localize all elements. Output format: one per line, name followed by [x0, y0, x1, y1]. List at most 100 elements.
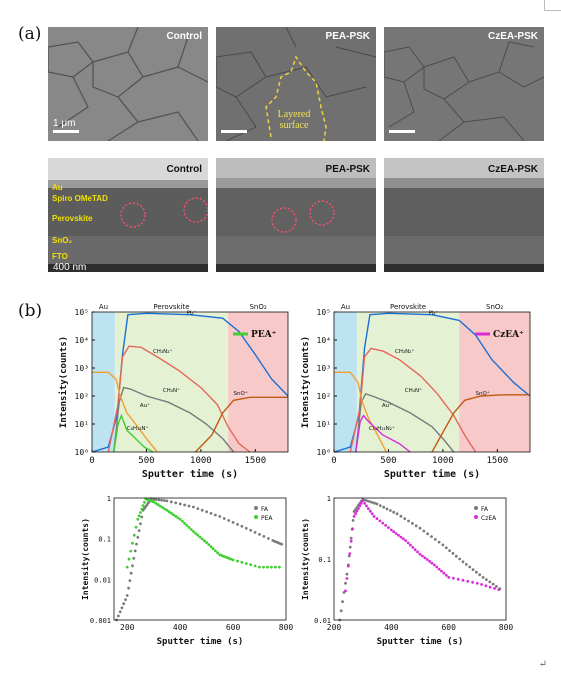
x-axis-label: Sputter time (s)	[384, 468, 480, 480]
tof-sims-depth-profile-pea: Au Perovskite SnO₂ 10⁰ 10¹ 10² 10³ 10⁴ 10⁵ 0 500 10…	[58, 303, 289, 480]
y-tick-label: 10¹	[75, 420, 89, 429]
data-point-PEA	[211, 547, 215, 551]
data-point-PEA	[227, 556, 231, 560]
sem-image-czea-top: CzEA-PSK	[384, 27, 544, 141]
sem-image-pea-top: PEA-PSK Layered surface	[216, 27, 376, 141]
data-point-PEA	[262, 565, 265, 569]
data-point-PEA	[244, 562, 248, 565]
y-tick-label: 0.001	[90, 617, 111, 625]
data-point-PEA	[189, 528, 193, 531]
data-point-PEA	[172, 513, 175, 517]
data-point-FA	[382, 505, 386, 509]
data-point-PEA	[152, 500, 156, 504]
data-point-FA	[375, 502, 379, 506]
scale-bar	[53, 130, 79, 133]
grain-texture	[216, 27, 376, 141]
data-point-CzEA	[416, 550, 419, 554]
data-point-PEA	[229, 557, 233, 561]
data-point-FA	[132, 556, 136, 560]
x-tick-label: 800	[279, 623, 294, 632]
scale-bar	[389, 130, 415, 133]
data-point-PEA	[139, 511, 142, 514]
data-point-FA	[140, 515, 144, 519]
region-label: Au	[99, 303, 108, 311]
data-point-FA	[488, 580, 492, 584]
x-tick-label: 1000	[432, 456, 454, 466]
x-axis-label: Sputter time (s)	[142, 468, 238, 480]
data-point-CzEA	[363, 502, 366, 505]
sample-label: Control	[166, 164, 202, 175]
data-point-FA	[187, 504, 191, 508]
data-point-PEA	[178, 517, 182, 521]
data-point-FA	[118, 610, 122, 614]
data-point-PEA	[129, 549, 133, 553]
y-tick-label: 10³	[317, 364, 331, 373]
y-tick-label: 10⁵	[317, 308, 331, 317]
series-CH₃N₂⁺	[107, 345, 251, 453]
data-point-CzEA	[365, 504, 368, 508]
data-point-FA	[249, 528, 253, 532]
data-point-FA	[157, 498, 161, 502]
plot-frame	[333, 497, 507, 621]
y-tick-label: 1	[107, 495, 111, 503]
data-point-PEA	[154, 501, 158, 505]
legend-label: PEA⁺	[251, 330, 277, 340]
data-point-PEA	[231, 558, 235, 562]
data-point-FA	[165, 499, 169, 503]
data-point-PEA	[205, 541, 208, 544]
legend-marker	[474, 506, 478, 510]
data-point-PEA	[214, 549, 217, 553]
data-point-PEA	[158, 504, 162, 508]
plot-frame	[333, 311, 531, 453]
y-tick-label: 10⁵	[75, 308, 89, 317]
y-tick-label: 0.1	[98, 536, 111, 544]
data-point-FA	[348, 545, 352, 549]
data-point-PEA	[156, 503, 160, 507]
x-tick-label: 0	[331, 456, 336, 466]
data-point-FA	[162, 499, 166, 502]
data-point-FA	[205, 510, 208, 514]
sample-label: PEA-PSK	[325, 31, 370, 42]
x-tick-label: 500	[138, 456, 154, 466]
data-point-PEA	[209, 545, 213, 549]
data-point-CzEA	[401, 537, 405, 541]
data-point-FA	[124, 598, 127, 601]
data-point-FA	[441, 543, 445, 547]
x-tick-label: 1000	[190, 456, 212, 466]
data-point-PEA	[249, 563, 253, 567]
data-point-FA	[347, 554, 351, 558]
y-tick-label: 0.01	[94, 576, 111, 584]
x-tick-label: 400	[384, 623, 399, 632]
layered-surface-annotation: Layered surface	[277, 109, 311, 131]
data-point-CzEA	[480, 583, 483, 586]
legend-marker	[474, 515, 478, 519]
data-point-PEA	[181, 519, 184, 523]
y-tick-label: 1	[327, 495, 331, 503]
data-point-CzEA	[352, 515, 356, 518]
sem-image-control-cross: Control Au Spiro OMeTAD Perovskite SnO₂ …	[48, 158, 208, 272]
data-point-FA	[154, 498, 158, 501]
data-point-CzEA	[418, 552, 422, 556]
data-point-CzEA	[430, 561, 434, 565]
series-annotation: Au⁺	[140, 402, 150, 409]
data-point-PEA	[218, 553, 222, 557]
series-CH₃N₂⁺	[349, 347, 477, 453]
data-point-CzEA	[404, 539, 408, 542]
data-point-CzEA	[348, 552, 352, 555]
data-point-FA	[214, 513, 217, 517]
data-point-FA	[351, 519, 355, 522]
data-point-PEA	[270, 565, 273, 569]
x-tick-label: 1500	[486, 456, 508, 466]
data-point-FA	[349, 536, 353, 540]
data-point-CzEA	[411, 546, 415, 549]
data-point-FA	[240, 524, 244, 528]
data-point-CzEA	[497, 588, 501, 591]
data-point-FA	[392, 510, 396, 514]
data-point-FA	[280, 542, 283, 546]
data-point-FA	[378, 504, 382, 507]
series-CH₄N⁺	[355, 392, 455, 453]
series-Au⁺	[334, 371, 387, 453]
data-point-PEA	[236, 559, 239, 563]
data-point-PEA	[225, 556, 228, 559]
data-point-PEA	[143, 500, 146, 504]
